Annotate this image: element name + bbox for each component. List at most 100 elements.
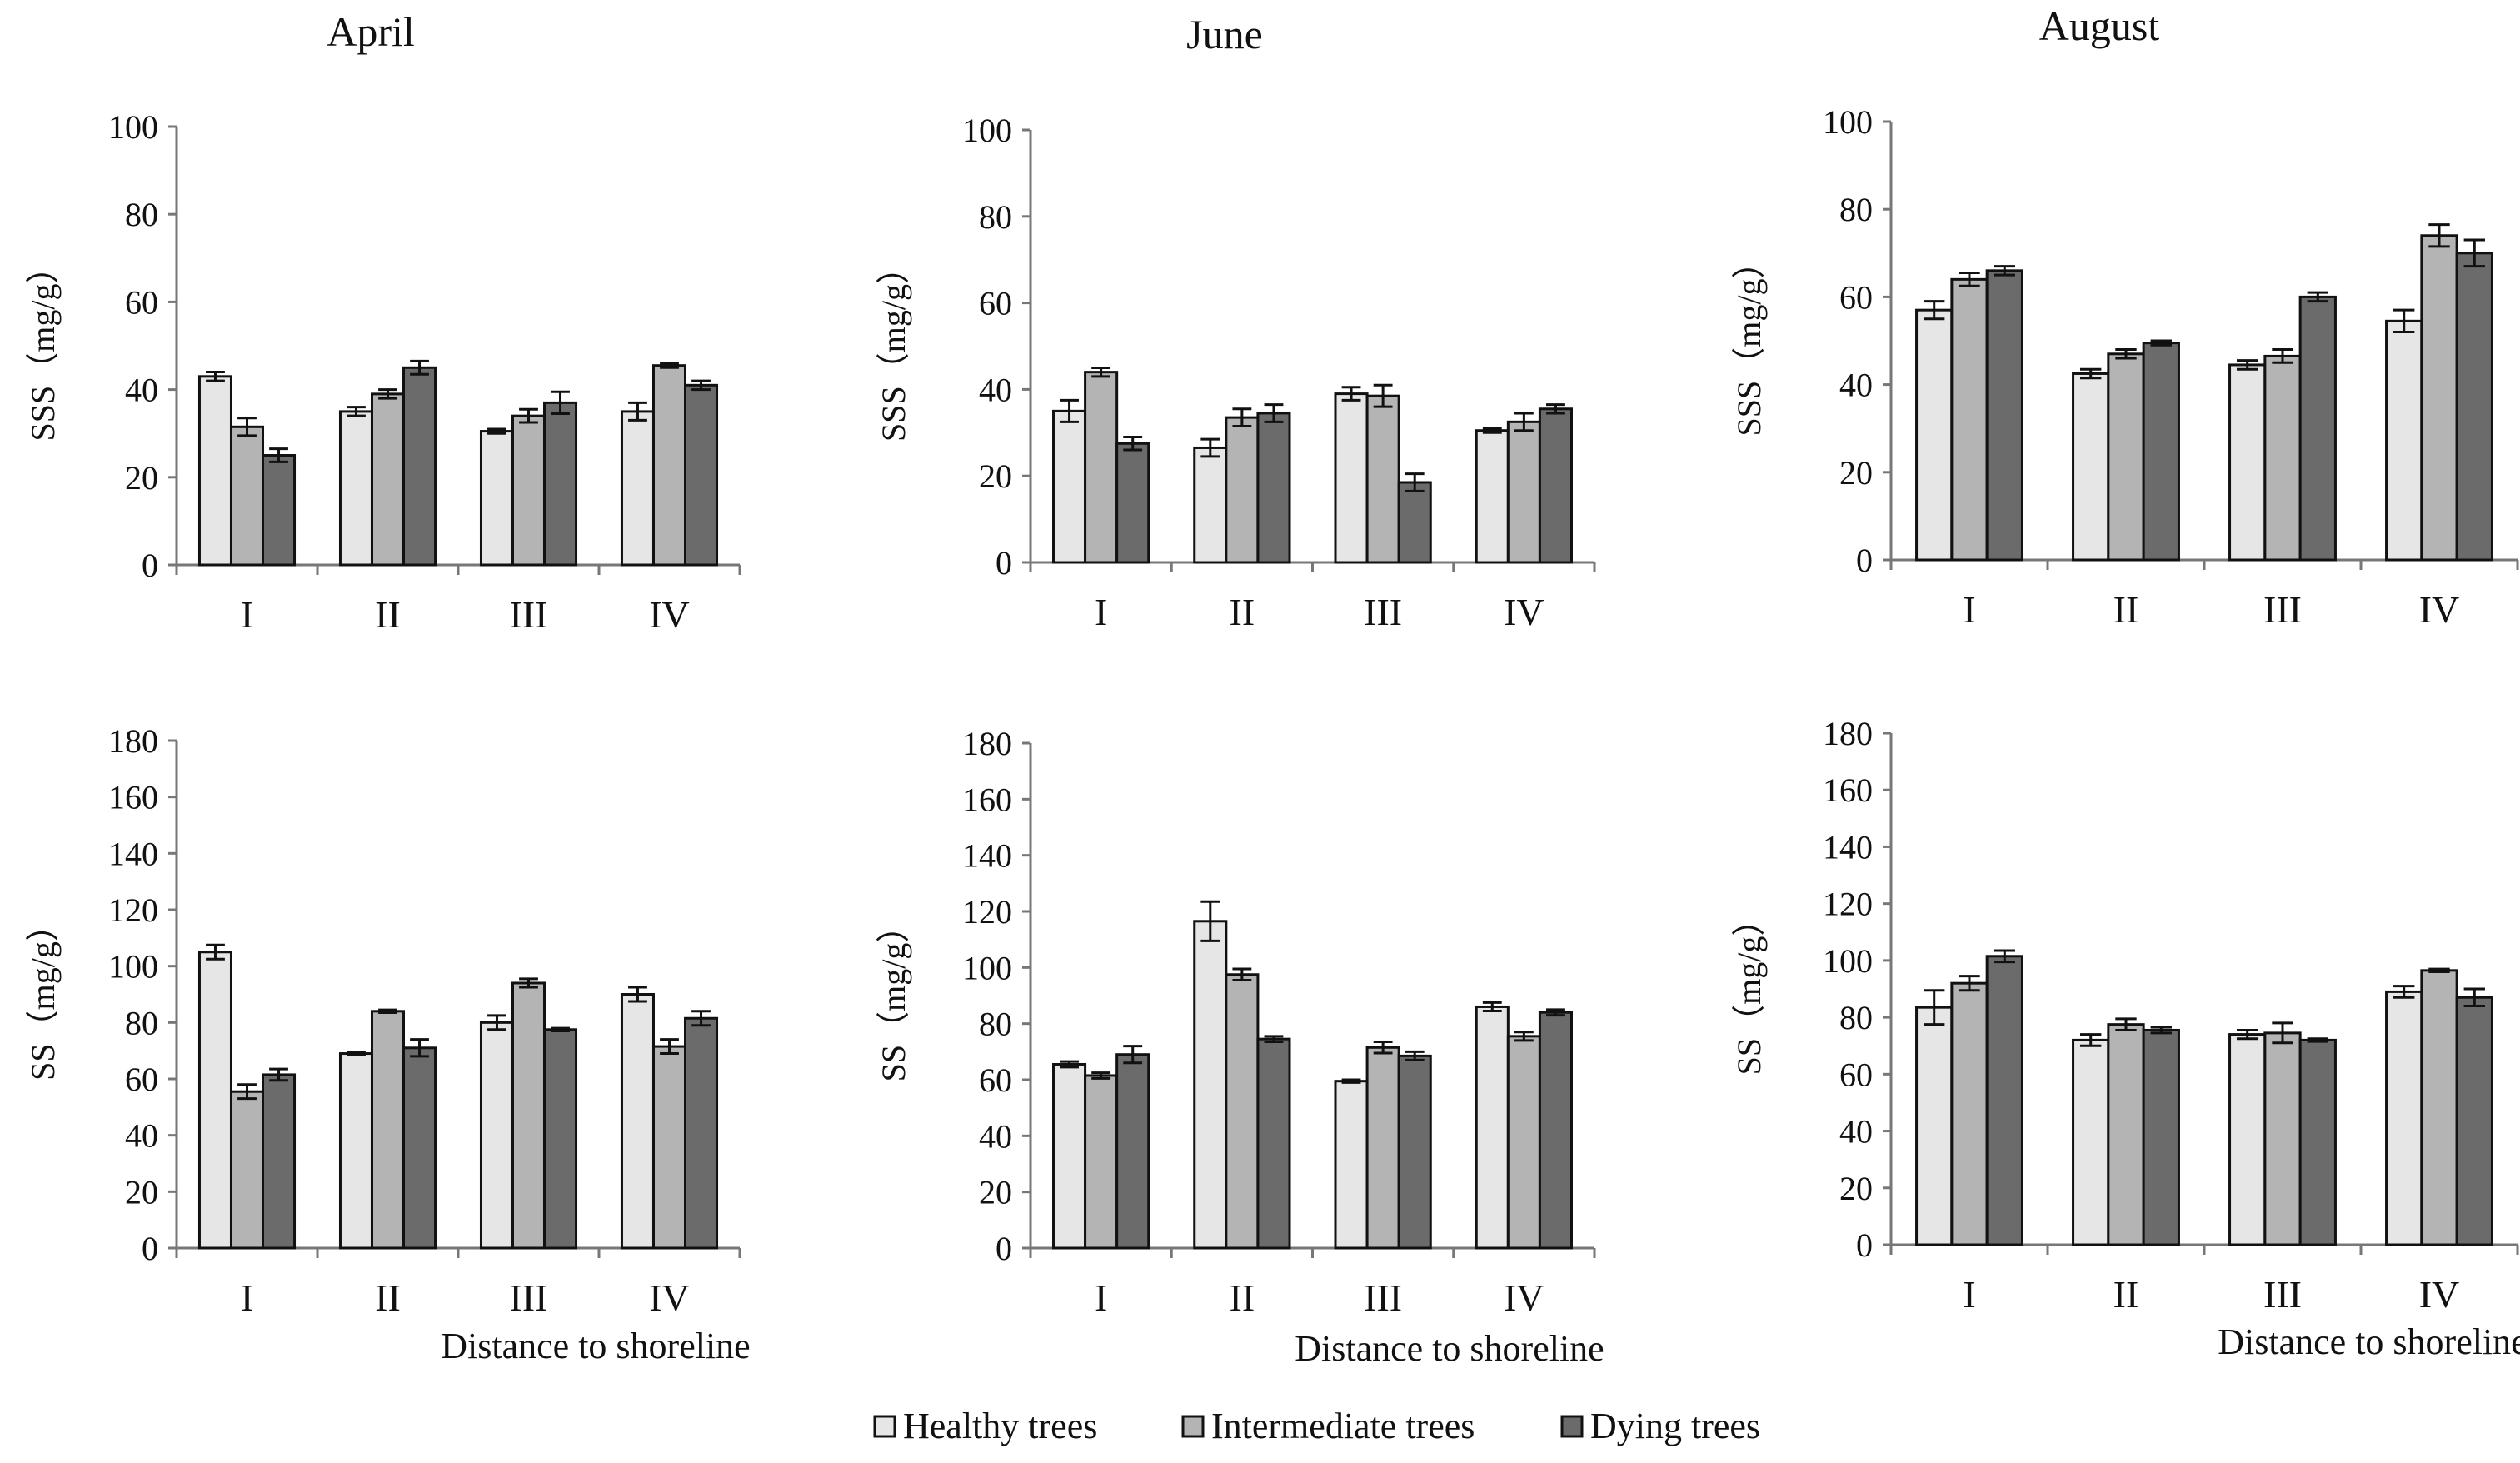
bar-healthy-trees xyxy=(338,1052,373,1250)
bar-healthy-trees xyxy=(2072,372,2110,562)
x-tick-label: II xyxy=(375,1276,401,1319)
x-axis-label: Distance to shoreline xyxy=(441,1326,750,1366)
legend-swatch xyxy=(1181,1415,1205,1438)
error-bar xyxy=(269,1067,288,1082)
y-tick-label: 80 xyxy=(125,196,158,233)
bar-healthy-trees xyxy=(1334,392,1369,564)
bar-intermediate-trees xyxy=(2263,1031,2302,1246)
bar-intermediate-trees xyxy=(1506,1035,1541,1250)
bar-dying-trees xyxy=(1985,269,2023,562)
x-tick-label: I xyxy=(241,1276,253,1319)
y-tick-label: 60 xyxy=(979,1061,1012,1099)
error-bar xyxy=(519,407,538,424)
error-bar xyxy=(2307,291,2328,303)
bar-dying-trees xyxy=(1538,407,1573,564)
legend-item-3: Dying trees xyxy=(1560,1406,1760,1446)
error-bar xyxy=(2237,359,2258,371)
error-bar xyxy=(1959,975,1980,992)
error-bar xyxy=(691,1010,711,1027)
y-tick-label: 60 xyxy=(1839,1056,1873,1093)
error-bar xyxy=(1546,1008,1565,1017)
bar-healthy-trees xyxy=(1334,1080,1369,1250)
x-tick-label: IV xyxy=(649,1276,690,1319)
error-bar xyxy=(206,943,225,961)
y-axis-label: SS（mg/g） xyxy=(24,908,62,1081)
error-bar xyxy=(1373,1041,1393,1055)
y-tick-label: 40 xyxy=(979,1117,1012,1155)
bar-intermediate-trees xyxy=(1225,416,1260,564)
y-tick-label: 0 xyxy=(1856,542,1873,579)
y-tick-label: 140 xyxy=(962,837,1012,875)
y-tick-label: 20 xyxy=(125,1173,158,1211)
y-tick-label: 100 xyxy=(1823,942,1873,980)
legend: Healthy trees Intermediate trees Dying tre… xyxy=(873,1406,1760,1446)
error-bar xyxy=(660,362,679,369)
chart-title: June xyxy=(1186,11,1263,57)
legend-item-1: Healthy trees xyxy=(873,1406,1097,1446)
error-bar xyxy=(410,359,429,376)
bar-healthy-trees xyxy=(2072,1038,2110,1246)
legend-item-2: Intermediate trees xyxy=(1181,1406,1475,1446)
y-tick-label: 80 xyxy=(979,198,1012,236)
y-axis-label: SS（mg/g） xyxy=(1730,903,1768,1076)
y-tick-label: 180 xyxy=(962,725,1012,762)
bar-healthy-trees xyxy=(338,410,373,567)
error-bar xyxy=(487,427,506,435)
bar-dying-trees xyxy=(402,1046,437,1250)
error-bar xyxy=(628,401,647,422)
error-bar xyxy=(1994,949,2015,964)
bar-intermediate-trees xyxy=(2107,352,2145,562)
bar-dying-trees xyxy=(1985,955,2023,1246)
error-bar xyxy=(2307,1037,2328,1043)
y-tick-label: 140 xyxy=(1823,828,1873,866)
bar-intermediate-trees xyxy=(1950,277,1989,562)
error-bar xyxy=(1341,386,1361,402)
y-tick-label: 0 xyxy=(996,1230,1012,1267)
x-tick-label: III xyxy=(1364,591,1402,633)
y-tick-label: 20 xyxy=(125,459,158,497)
y-tick-label: 160 xyxy=(962,781,1012,818)
legend-label: Dying trees xyxy=(1590,1406,1760,1446)
bar-intermediate-trees xyxy=(370,392,406,567)
error-bar xyxy=(1200,900,1220,942)
bar-healthy-trees xyxy=(620,410,655,567)
error-bar xyxy=(2428,223,2450,248)
bar-intermediate-trees xyxy=(2420,234,2458,562)
y-tick-label: 100 xyxy=(108,108,158,146)
legend-swatch xyxy=(873,1415,896,1438)
y-tick-label: 120 xyxy=(1823,886,1873,923)
error-bar xyxy=(1123,1045,1143,1065)
bar-healthy-trees xyxy=(197,375,232,567)
error-bar xyxy=(2463,238,2485,268)
x-tick-label: III xyxy=(510,593,548,636)
error-bar xyxy=(2115,1017,2137,1031)
error-bar xyxy=(1405,472,1425,492)
y-tick-label: 60 xyxy=(1839,278,1873,316)
y-tick-label: 0 xyxy=(996,544,1012,582)
bar-intermediate-trees xyxy=(1365,394,1400,564)
y-tick-label: 100 xyxy=(962,949,1012,986)
error-bar xyxy=(1091,1071,1111,1080)
error-bar xyxy=(1060,1060,1079,1069)
bar-dying-trees xyxy=(1115,442,1150,564)
x-tick-label: II xyxy=(375,593,401,636)
error-bar xyxy=(2150,1026,2172,1035)
x-tick-label: II xyxy=(1230,1276,1255,1319)
bar-intermediate-trees xyxy=(2263,354,2302,562)
error-bar xyxy=(2115,348,2137,360)
bar-healthy-trees xyxy=(479,1021,514,1250)
bar-healthy-trees xyxy=(1475,429,1510,564)
x-tick-label: IV xyxy=(2419,1273,2460,1316)
error-bar xyxy=(1514,1031,1534,1042)
error-bar xyxy=(551,1026,570,1032)
error-bar xyxy=(1232,967,1252,981)
x-tick-label: IV xyxy=(649,593,690,636)
bar-intermediate-trees xyxy=(1225,973,1260,1250)
y-tick-label: 80 xyxy=(979,1006,1012,1043)
bar-dying-trees xyxy=(262,454,297,567)
y-tick-label: 100 xyxy=(108,948,158,986)
error-bar xyxy=(1924,989,1945,1026)
error-bar xyxy=(378,388,397,400)
error-bar xyxy=(1924,300,1945,321)
